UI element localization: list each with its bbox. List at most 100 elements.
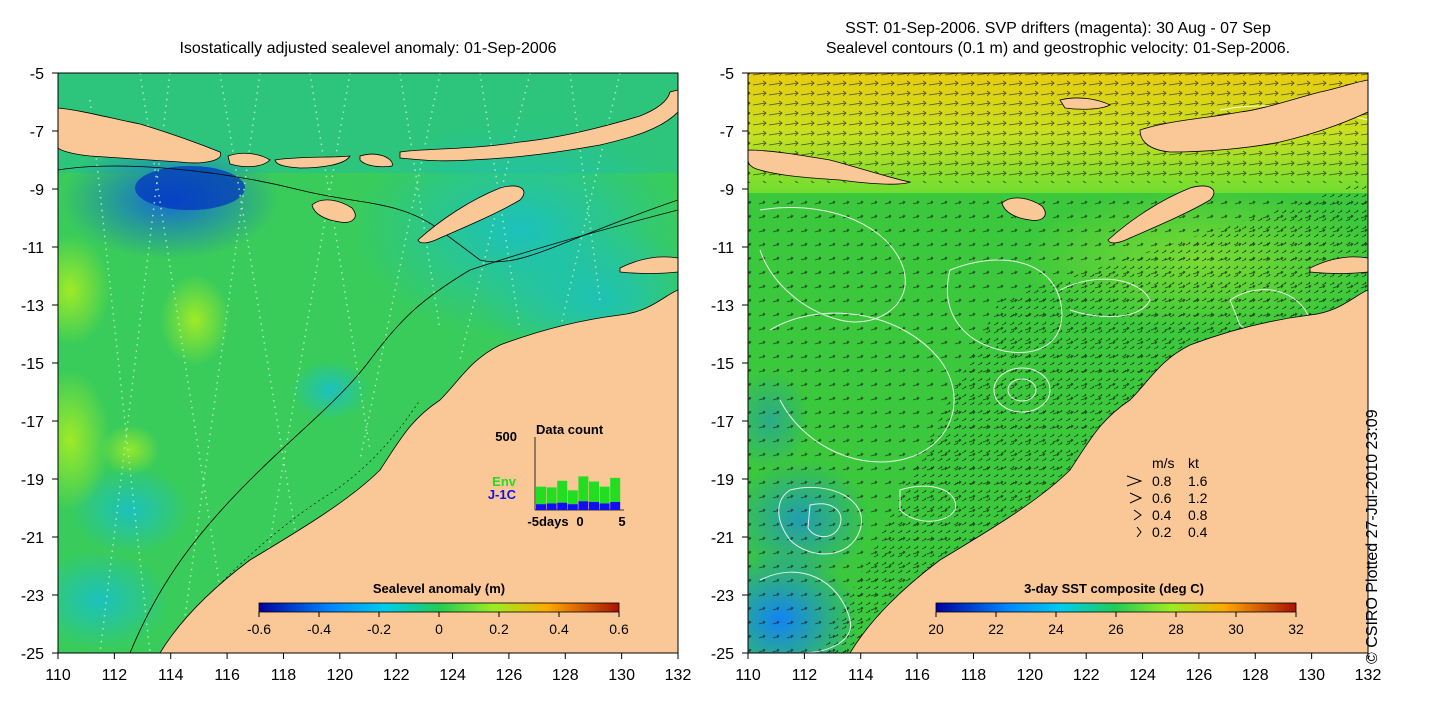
inset-bar-j1c [557, 502, 568, 510]
left-y-tick-label: -5 [30, 66, 44, 83]
inset-bar-env [599, 486, 610, 504]
right-x-tick-label: 114 [848, 667, 874, 684]
inset-bar-env [567, 490, 578, 505]
velocity-legend-arrow [1126, 475, 1143, 487]
velocity-legend-arrow [1129, 492, 1143, 504]
left-x-tick-label: 120 [326, 667, 353, 684]
inset-bar-j1c [589, 501, 599, 510]
right-x-tick-label: 110 [735, 667, 761, 684]
right-y-tick-label: -13 [711, 298, 734, 315]
left-map-field [58, 73, 678, 653]
right-x-tick-label: 122 [1073, 667, 1100, 684]
right-x-tick-label: 126 [1186, 667, 1213, 684]
left-panel-title: Isostatically adjusted sealevel anomaly:… [179, 40, 557, 57]
velocity-legend-ms: 0.8 [1152, 473, 1172, 489]
left-colorbar-tick-label: 0.2 [489, 621, 509, 637]
right-colorbar-tick-label: 22 [988, 621, 1004, 637]
right-x-tick-label: 128 [1242, 667, 1269, 684]
left-map: 110 112 114 116 118 120 122 124 126 128 130 132 -5-… [21, 66, 692, 684]
left-colorbar-tick-label: -0.4 [307, 621, 331, 637]
left-y-tick-label: -15 [21, 356, 44, 373]
left-y-tick-label: -9 [30, 182, 44, 199]
right-colorbar-tick-label: 28 [1168, 621, 1184, 637]
inset-bar-env [610, 477, 621, 502]
right-y-tick-label: -15 [711, 356, 734, 373]
inset-bar-j1c [567, 504, 578, 510]
left-colorbar-tick-label: 0.4 [549, 621, 569, 637]
left-x-tick-label: 132 [665, 667, 692, 684]
left-colorbar-title: Sealevel anomaly (m) [373, 581, 505, 596]
left-x-tick-label: 116 [214, 667, 240, 684]
left-y-tick-label: -7 [30, 124, 44, 141]
inset-legend-j1c: J-1C [488, 487, 517, 502]
left-y-tick-label: -11 [22, 240, 44, 257]
velocity-legend-kt: 0.8 [1188, 507, 1208, 523]
right-colorbar-tick-label: 20 [928, 621, 944, 637]
inset-bar-j1c [610, 501, 621, 510]
velocity-legend: m/s kt 0.8 1.60.6 1.20.4 0.80.2 0.4 [1126, 455, 1208, 540]
left-x-tick-label: 122 [383, 667, 410, 684]
left-x-tick-label: 118 [271, 667, 297, 684]
right-colorbar-tick-label: 24 [1048, 621, 1064, 637]
left-x-tick-label: 110 [45, 667, 71, 684]
inset-legend-env: Env [492, 474, 517, 489]
left-colorbar-tick-label: -0.2 [367, 621, 391, 637]
left-x-tick-label: 114 [158, 667, 184, 684]
inset-xtick-end: 5 [618, 514, 625, 529]
left-x-tick-label: 126 [496, 667, 523, 684]
right-y-tick-label: -21 [711, 530, 734, 547]
right-y-tick-label: -23 [711, 588, 734, 605]
inset-bar-j1c [599, 503, 610, 510]
velocity-legend-ms: 0.4 [1152, 507, 1172, 523]
right-map-field [748, 73, 1368, 653]
right-y-tick-label: -11 [712, 240, 734, 257]
left-y-axis: -5 -7 -9 -11 -13 -15 -17 -19 -21 -23 -25 [21, 66, 58, 663]
left-x-tick-label: 112 [102, 667, 128, 684]
left-x-tick-label: 128 [552, 667, 579, 684]
right-y-tick-label: -9 [720, 182, 734, 199]
inset-bar-j1c [578, 501, 589, 510]
velocity-legend-kt: 1.2 [1188, 490, 1208, 506]
inset-bar-env [578, 476, 589, 502]
left-y-tick-label: -23 [21, 588, 44, 605]
inset-bar-j1c [546, 503, 557, 510]
inset-title: Data count [536, 422, 604, 437]
right-map: 110 112 114 116 118 120 122 124 126 128 130 132 -5-… [711, 66, 1382, 684]
right-colorbar-tick-label: 26 [1108, 621, 1124, 637]
credit-text: © CSIRO Plotted 27-Jul-2010 23:09 [1364, 409, 1381, 664]
velocity-legend-arrow [1133, 509, 1142, 521]
left-colorbar-tick-label: 0 [435, 621, 443, 637]
left-y-tick-label: -19 [21, 472, 44, 489]
left-colorbar: Sealevel anomaly (m) -0.6 -0.4 -0.2 0 0.2 0.4… [247, 581, 629, 637]
inset-xtick-start: -5days [527, 514, 568, 529]
left-y-tick-label: -25 [21, 646, 44, 663]
inset-xtick-mid: 0 [576, 514, 583, 529]
data-count-inset: Data count 500 Env J-1C -5days 0 5 [488, 422, 626, 529]
right-x-tick-label: 132 [1355, 667, 1382, 684]
inset-bars [536, 476, 621, 510]
right-x-tick-label: 116 [904, 667, 930, 684]
right-y-axis: -5 -7 -9 -11 -13 -15 -17 -19 -21 -23 -25 [711, 66, 748, 663]
right-colorbar-tick-label: 30 [1228, 621, 1244, 637]
right-y-tick-label: -19 [711, 472, 734, 489]
right-x-tick-label: 124 [1129, 667, 1156, 684]
left-x-tick-label: 124 [439, 667, 466, 684]
velocity-legend-header-kt: kt [1188, 455, 1199, 471]
right-panel-title-line2: Sealevel contours (0.1 m) and geostrophi… [825, 40, 1291, 57]
right-x-axis: 110 112 114 116 118 120 122 124 126 128 130 132 [735, 653, 1381, 684]
left-y-tick-label: -21 [21, 530, 44, 547]
velocity-legend-arrow [1136, 526, 1142, 538]
right-panel-title-line1: SST: 01-Sep-2006. SVP drifters (magenta)… [845, 20, 1271, 37]
right-colorbar-tick-label: 32 [1288, 621, 1304, 637]
velocity-legend-header-ms: m/s [1152, 455, 1175, 471]
inset-bar-j1c [536, 504, 546, 510]
velocity-legend-kt: 0.4 [1188, 524, 1208, 540]
left-x-axis: 110 112 114 116 118 120 122 124 126 128 130 132 [45, 653, 691, 684]
left-y-tick-label: -13 [21, 298, 44, 315]
inset-bar-env [536, 486, 546, 505]
right-colorbar-title: 3-day SST composite (deg C) [1024, 581, 1204, 596]
velocity-legend-ms: 0.6 [1152, 490, 1172, 506]
inset-bar-env [589, 481, 599, 502]
left-colorbar-tick-label: -0.6 [247, 621, 271, 637]
velocity-legend-ms: 0.2 [1152, 524, 1172, 540]
